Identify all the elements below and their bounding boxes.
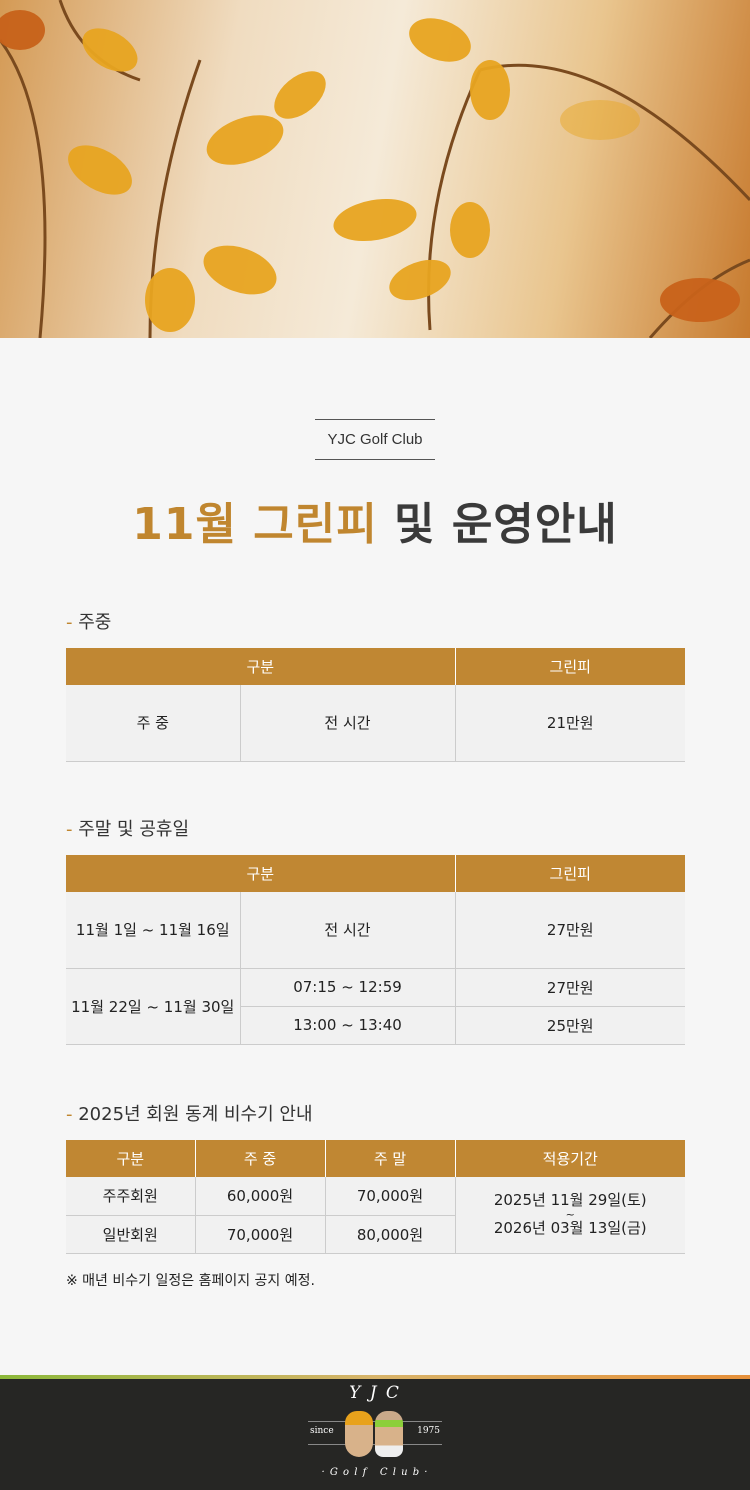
cell-weekday-fee: 70,000원 <box>194 1215 325 1254</box>
cell-period: 11월 22일 ~ 11월 30일 <box>66 968 240 1045</box>
section-weekday-heading: - 주중 <box>66 612 112 633</box>
header-category: 구분 <box>66 855 455 892</box>
table-row: 일반회원 70,000원 80,000원 <box>66 1215 685 1254</box>
header-greenfee: 그린피 <box>454 648 685 685</box>
title-rest: 및 운영안내 <box>377 499 618 550</box>
brand-label: YJC Golf Club <box>315 419 435 460</box>
cell-period: 2025년 11월 29일(토) ~2026년 03월 13일(금) <box>454 1177 685 1254</box>
cell-time: 07:15 ~ 12:59 <box>239 968 455 1007</box>
cell-period: 11월 1일 ~ 11월 16일 <box>66 892 240 969</box>
table-row: 13:00 ~ 13:40 25만원 <box>66 1006 685 1045</box>
weekend-table: 구분 그린피 11월 1일 ~ 11월 16일 전 시간 27만원 11월 22일 ~… <box>66 855 685 1045</box>
yjc-logo: Y J C since 1975 · G o l f C l u b · <box>308 1383 442 1478</box>
cell-member-type: 주주회원 <box>66 1177 195 1216</box>
cell-weekend-fee: 70,000원 <box>324 1177 455 1216</box>
cell-weekend-fee: 80,000원 <box>324 1215 455 1254</box>
mascot-icon <box>375 1411 403 1457</box>
cell-time: 13:00 ~ 13:40 <box>239 1006 455 1045</box>
cell-time: 전 시간 <box>239 892 455 969</box>
cell-member-type: 일반회원 <box>66 1215 195 1254</box>
cell-time: 전 시간 <box>239 685 455 762</box>
table-row: 11월 1일 ~ 11월 16일 전 시간 27만원 <box>66 892 685 969</box>
leaves-illustration <box>0 0 750 338</box>
header-greenfee: 그린피 <box>454 855 685 892</box>
table-row: 11월 22일 ~ 11월 30일 07:15 ~ 12:59 27만원 <box>66 968 685 1045</box>
cell-category: 주 중 <box>66 685 240 762</box>
cell-fee: 21만원 <box>454 685 685 762</box>
hero-autumn-leaves-image <box>0 0 750 338</box>
title-accent: 11월 그린피 <box>132 499 378 550</box>
page-title: 11월 그린피 및 운영안내 <box>0 488 750 552</box>
cell-fee: 27만원 <box>454 892 685 969</box>
footer: Y J C since 1975 · G o l f C l u b · <box>0 1375 750 1490</box>
cell-weekday-fee: 60,000원 <box>194 1177 325 1216</box>
header-category: 구분 <box>66 648 455 685</box>
header-weekday: 주 중 <box>194 1140 325 1177</box>
cell-fee: 27만원 <box>454 968 685 1007</box>
footnote: ※ 매년 비수기 일정은 홈페이지 공지 예정. <box>66 1273 315 1289</box>
section-weekend-heading: - 주말 및 공휴일 <box>66 819 190 840</box>
table-row: 주주회원 60,000원 70,000원 2025년 11월 29일(토) ~2026… <box>66 1177 685 1254</box>
header-period: 적용기간 <box>454 1140 685 1177</box>
footer-accent-bar <box>0 1375 750 1379</box>
mascot-icon <box>345 1411 373 1457</box>
header-weekend: 주 말 <box>324 1140 455 1177</box>
header-category: 구분 <box>66 1140 195 1177</box>
cell-fee: 25만원 <box>454 1006 685 1045</box>
section-offseason-heading: - 2025년 회원 동계 비수기 안내 <box>66 1104 313 1125</box>
